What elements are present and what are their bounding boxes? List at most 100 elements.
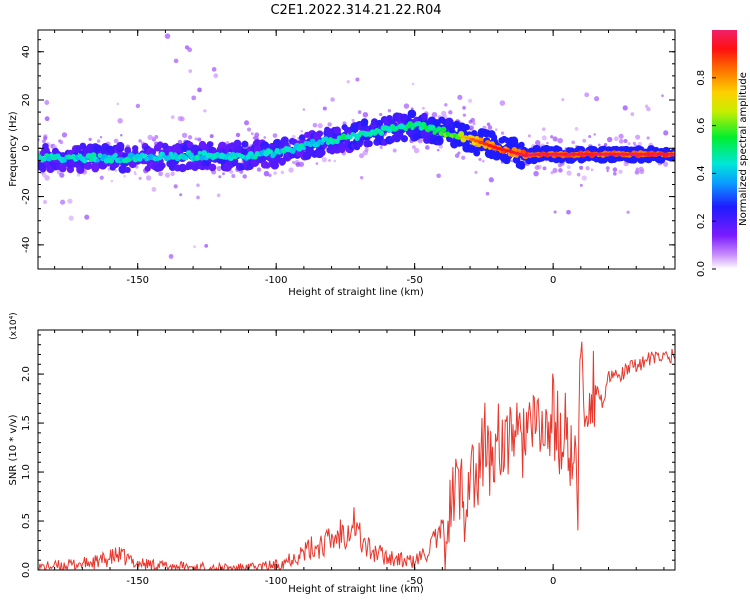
spectrogram-haze-point <box>603 143 608 147</box>
spectrogram-ridge-point <box>194 154 201 161</box>
spectrogram-haze-point <box>552 167 558 173</box>
spectrogram-haze-point <box>239 169 244 174</box>
spectrogram-haze-point <box>76 173 81 177</box>
spectrogram-haze-point <box>635 134 641 140</box>
colorbar-tick-label: 0.2 <box>696 213 707 229</box>
spectrogram-haze-point <box>632 141 636 145</box>
spectrogram-haze-point <box>196 183 200 187</box>
spectrogram-core-point <box>650 152 657 156</box>
spectrogram-ridge-point <box>440 126 447 133</box>
spectrogram-haze-point <box>478 157 482 161</box>
spectrogram-haze-point <box>436 148 440 152</box>
spectrogram-haze-point <box>256 167 262 172</box>
spectrogram-haze-point <box>173 184 178 189</box>
spectrogram-band-point <box>318 149 326 157</box>
spectrogram-band-point <box>116 141 125 151</box>
spectrogram-xtick-label: -50 <box>406 275 422 286</box>
spectrogram-haze-point <box>170 115 175 120</box>
spectrogram-haze-point <box>187 135 193 140</box>
spectrogram-haze-point <box>193 245 196 249</box>
spectrogram-haze-point <box>184 45 190 50</box>
spectrogram-core-point <box>549 152 556 156</box>
spectrogram-haze-point <box>322 106 327 111</box>
spectrogram-band-point <box>360 118 369 126</box>
spectrogram-haze-point <box>221 172 225 176</box>
spectrogram-panel: -150 -100 -50 0 -40 -20 0 20 40 Height of strai… <box>8 29 676 298</box>
spectrogram-haze-point <box>96 139 101 143</box>
spectrogram-haze-point <box>179 116 185 122</box>
spectrogram-haze-point <box>635 167 640 171</box>
spectrogram-band-point <box>400 135 409 143</box>
spectrogram-ridge-point <box>103 157 110 164</box>
spectrogram-band-point <box>518 141 525 149</box>
spectrogram-haze-point <box>197 87 202 93</box>
spectrogram-haze-point <box>218 175 222 179</box>
spectrogram-haze-point <box>542 166 547 171</box>
spectrogram-ridge-point <box>95 158 100 163</box>
spectrogram-haze-point <box>44 116 50 122</box>
spectrogram-haze-point <box>315 162 319 165</box>
spectrogram-haze-point <box>357 110 362 114</box>
spectrogram-haze-point <box>606 136 613 143</box>
spectrogram-haze-point <box>552 136 558 142</box>
spectrogram-core-point <box>588 152 595 156</box>
spectrogram-haze-point <box>292 160 296 164</box>
snr-ytick-label: 2.0 <box>21 366 32 382</box>
spectrogram-haze-point <box>448 110 453 115</box>
snr-panel: -150 -100 -50 0 0.0 0.5 1.0 1.5 2.0 Height of s… <box>8 312 676 595</box>
spectrogram-haze-point <box>244 120 250 126</box>
spectrogram-haze-point <box>637 141 643 147</box>
spectrogram-haze-point <box>593 133 596 136</box>
spectrogram-core-point <box>615 152 622 156</box>
snr-x-label: Height of straight line (km) <box>288 584 424 595</box>
snr-x-ticks: -150 -100 -50 0 <box>54 330 665 587</box>
spectrogram-haze-point <box>550 171 554 175</box>
snr-xtick-label: -100 <box>265 576 288 587</box>
spectrogram-haze-point <box>333 159 337 163</box>
spectrogram-haze-point <box>663 130 669 136</box>
spectrogram-haze-point <box>197 137 202 142</box>
spectrogram-core-point <box>473 139 480 143</box>
spectrogram-core-point <box>642 152 649 156</box>
spectrogram-band-point <box>471 130 478 137</box>
spectrogram-ridge-point <box>323 136 329 142</box>
spectrogram-core-point <box>460 135 467 139</box>
spectrogram-haze-point <box>535 140 541 146</box>
spectrogram-core-point <box>637 152 644 156</box>
spectrogram-haze-point <box>351 118 355 123</box>
colorbar-tick-label: 0.6 <box>696 118 707 134</box>
spectrogram-haze-point <box>499 100 506 106</box>
spectrogram-ridge-point <box>215 151 220 156</box>
spectrogram-ridge-point <box>429 124 436 131</box>
figure-title: C2E1.2022.314.21.22.R04 <box>270 3 441 18</box>
spectrogram-haze-point <box>362 111 369 118</box>
spectrogram-haze-point <box>280 170 285 175</box>
spectrogram-band-point <box>333 126 341 135</box>
snr-ytick-label: 1.0 <box>21 464 32 480</box>
spectrogram-xtick-label: -100 <box>265 275 288 286</box>
spectrogram-ytick-label: 20 <box>21 94 32 107</box>
colorbar-tick-label: 0.8 <box>696 70 707 86</box>
spectrogram-haze-point <box>605 166 610 171</box>
spectrogram-core-point <box>540 152 547 156</box>
spectrogram-haze-point <box>590 168 594 172</box>
spectrogram-haze-point <box>527 134 531 138</box>
spectrogram-haze-point <box>457 94 463 100</box>
spectrogram-haze-point <box>485 191 490 196</box>
spectrogram-haze-point <box>411 82 415 86</box>
spectrogram-haze-point <box>84 214 90 220</box>
spectrogram-core-point <box>606 152 613 156</box>
spectrogram-haze-point <box>567 165 571 169</box>
spectrogram-haze-point <box>242 174 247 179</box>
spectrogram-haze-point <box>181 132 188 138</box>
spectrogram-haze-point <box>462 113 467 117</box>
spectrogram-y-ticks: -40 -20 0 20 40 <box>21 39 675 270</box>
spectrogram-ridge-point <box>407 121 414 127</box>
spectrogram-haze-point <box>135 103 141 109</box>
spectrogram-haze-point <box>436 173 441 179</box>
spectrogram-band-point <box>298 134 306 141</box>
spectrogram-haze-point <box>571 140 576 145</box>
spectrogram-core-point <box>526 153 533 157</box>
spectrogram-ridge-point <box>201 150 208 156</box>
spectrogram-haze-point <box>321 157 327 163</box>
